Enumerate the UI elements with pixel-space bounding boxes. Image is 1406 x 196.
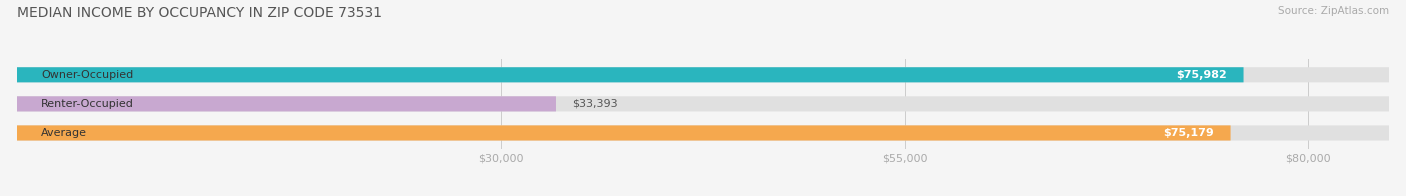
Text: Renter-Occupied: Renter-Occupied <box>41 99 134 109</box>
FancyBboxPatch shape <box>17 125 1389 141</box>
Text: Average: Average <box>41 128 87 138</box>
FancyBboxPatch shape <box>17 67 1243 82</box>
Text: Source: ZipAtlas.com: Source: ZipAtlas.com <box>1278 6 1389 16</box>
Text: $75,179: $75,179 <box>1164 128 1215 138</box>
Text: MEDIAN INCOME BY OCCUPANCY IN ZIP CODE 73531: MEDIAN INCOME BY OCCUPANCY IN ZIP CODE 7… <box>17 6 382 20</box>
FancyBboxPatch shape <box>17 67 1389 82</box>
FancyBboxPatch shape <box>17 96 555 112</box>
Text: $33,393: $33,393 <box>572 99 617 109</box>
Text: $75,982: $75,982 <box>1177 70 1227 80</box>
FancyBboxPatch shape <box>17 96 1389 112</box>
Text: Owner-Occupied: Owner-Occupied <box>41 70 134 80</box>
FancyBboxPatch shape <box>17 125 1230 141</box>
